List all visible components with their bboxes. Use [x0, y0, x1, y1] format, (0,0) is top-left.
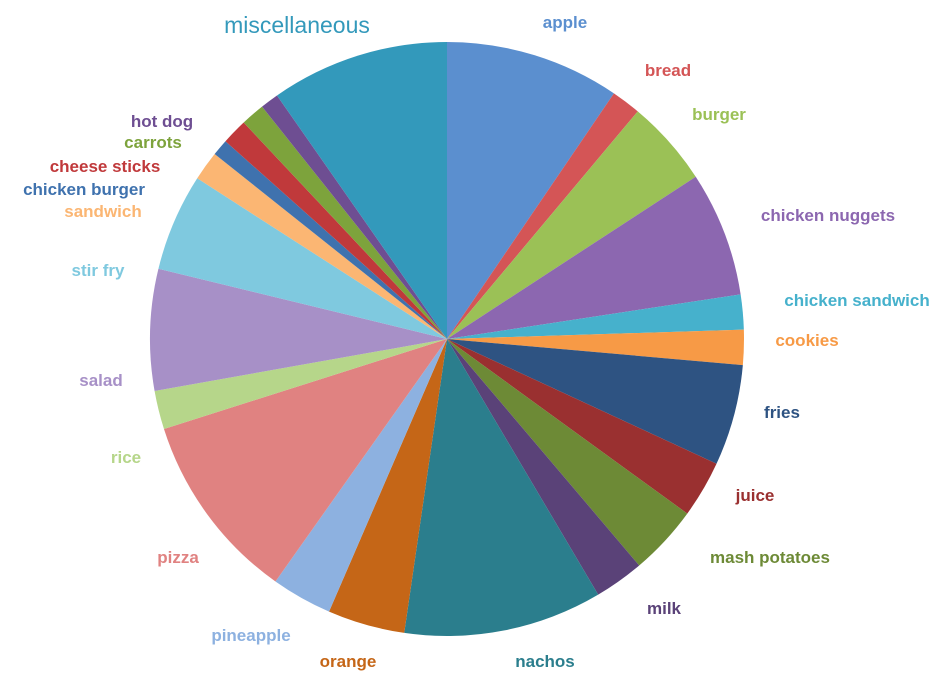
slice-mash-potatoes [447, 339, 688, 566]
slice-label-nachos: nachos [515, 652, 575, 671]
slice-label-chicken-sandwich: chicken sandwich [784, 291, 930, 310]
slice-cookies [447, 329, 744, 366]
slice-label-sandwich: sandwich [64, 202, 141, 221]
slice-label-milk: milk [647, 599, 682, 618]
slice-sandwich [197, 154, 447, 339]
slice-salad [149, 268, 447, 391]
slice-rice [154, 339, 447, 429]
pie-slices [149, 42, 744, 636]
slice-cheese-sticks [225, 122, 447, 339]
slice-bread [447, 93, 638, 339]
slice-label-mash-potatoes: mash potatoes [710, 548, 830, 567]
slice-apple [447, 42, 614, 339]
slice-burger [447, 111, 696, 339]
slice-label-fries: fries [764, 403, 800, 422]
slice-label-hot-dog: hot dog [131, 112, 193, 131]
slice-pizza [163, 339, 447, 582]
slice-label-carrots: carrots [124, 133, 182, 152]
slice-labels: apple bread burger chicken nuggets chick… [23, 12, 930, 671]
slice-label-rice: rice [111, 448, 141, 467]
slice-hot-dog [262, 95, 447, 339]
slice-chicken-sandwich [447, 294, 744, 339]
slice-miscellaneous [276, 42, 447, 339]
slice-label-chicken-nuggets: chicken nuggets [761, 206, 895, 225]
slice-label-miscellaneous: miscellaneous [224, 12, 370, 38]
slice-milk [447, 339, 640, 595]
slice-label-salad: salad [79, 371, 122, 390]
slice-label-pizza: pizza [157, 548, 199, 567]
slice-fries [447, 339, 743, 464]
slice-label-apple: apple [543, 13, 587, 32]
slice-label-stir-fry: stir fry [72, 261, 125, 280]
slice-label-cookies: cookies [775, 331, 838, 350]
slice-juice [447, 339, 717, 514]
slice-label-juice: juice [735, 486, 775, 505]
slice-stir-fry [158, 178, 447, 339]
slice-chicken-nuggets [447, 176, 741, 339]
slice-chicken-burger [214, 141, 447, 339]
slice-pineapple [275, 339, 447, 612]
slice-label-chicken-burger: chicken burger [23, 180, 145, 199]
slice-label-orange: orange [320, 652, 377, 671]
slice-label-burger: burger [692, 105, 746, 124]
slice-label-bread: bread [645, 61, 691, 80]
slice-label-cheese-sticks: cheese sticks [50, 157, 161, 176]
slice-carrots [243, 106, 447, 339]
slice-label-pineapple: pineapple [211, 626, 290, 645]
slice-orange [329, 339, 447, 633]
slice-nachos [404, 339, 599, 636]
